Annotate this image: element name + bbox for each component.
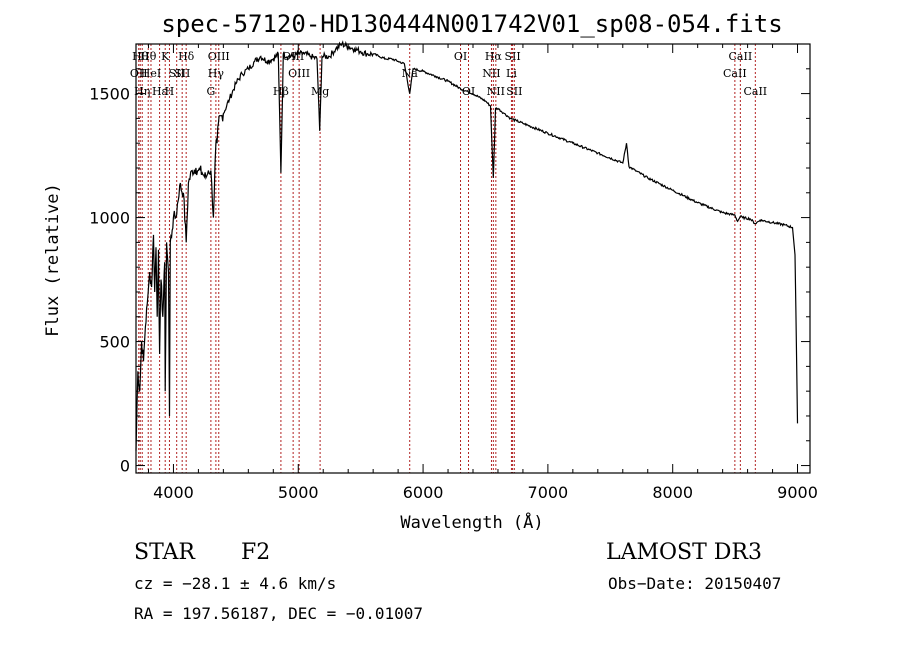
line-marker-label: OIII [208,50,230,63]
x-tick-label: 7000 [528,483,569,502]
line-marker-label: HeI [141,67,161,80]
line-marker-label: SII [506,85,522,98]
object-class: STAR [134,540,196,565]
spectral-line-markers [138,44,756,473]
line-marker-label: Hα [485,50,503,63]
line-marker-label: Na [402,67,419,80]
line-marker-label: Hε [152,85,168,98]
line-marker-label: SII [504,50,520,63]
line-marker-label: Hη [134,85,150,98]
y-tick-label: 1000 [89,209,130,228]
line-marker-label: H [165,85,175,98]
line-marker-label: OII [130,67,148,80]
line-marker-label: OIII [288,67,310,80]
y-axis-ticks: 0 500 1000 1500 [89,43,810,476]
line-marker-label: Mg [311,85,329,98]
line-marker-label: Hδ [178,50,195,63]
line-marker-label: NII [487,85,505,98]
line-marker-label: Hθ [140,50,157,63]
x-axis-ticks: 4000 5000 6000 7000 8000 9000 [147,44,818,502]
line-marker-label: SII [169,67,185,80]
line-marker-label: CaII [743,85,767,98]
plot-frame [135,43,811,474]
x-tick-label: 4000 [153,483,194,502]
obs-date-text: Obs−Date: 20150407 [608,574,781,593]
spectrum-line [135,40,799,451]
x-axis-label: Wavelength (Å) [400,511,543,533]
x-tick-label: 5000 [278,483,319,502]
line-marker-label: CaII [723,67,747,80]
object-subclass: F2 [241,540,270,565]
y-tick-label: 500 [99,333,130,352]
y-tick-label: 1500 [89,85,130,104]
x-tick-label: 8000 [652,483,693,502]
line-marker-label: Hβ [273,85,289,98]
y-tick-label: 0 [120,457,130,476]
chart-title: spec-57120-HD130444N001742V01_sp08-054.f… [161,10,782,38]
line-marker-label: K [161,50,170,63]
line-marker-label: Li [506,67,517,80]
redshift-text: cz = −28.1 ± 4.6 km/s [134,574,336,593]
line-marker-label: CaII [729,50,753,63]
survey-name: LAMOST DR3 [606,540,762,565]
line-marker-label: G [206,85,215,98]
line-marker-label: OI [454,50,467,63]
spectral-line-labels: OIIHθHηHθHeIHεKHSIISIIHδGHγOIIIHβOIIIOII… [130,50,767,98]
radec-text: RA = 197.56187, DEC = −0.01007 [134,604,423,623]
x-tick-label: 6000 [403,483,444,502]
line-marker-label: SII [174,67,190,80]
x-tick-label: 9000 [777,483,818,502]
line-marker-label: Hγ [208,67,225,80]
y-axis-label: Flux (relative) [43,183,63,337]
line-marker-label: NII [482,67,500,80]
